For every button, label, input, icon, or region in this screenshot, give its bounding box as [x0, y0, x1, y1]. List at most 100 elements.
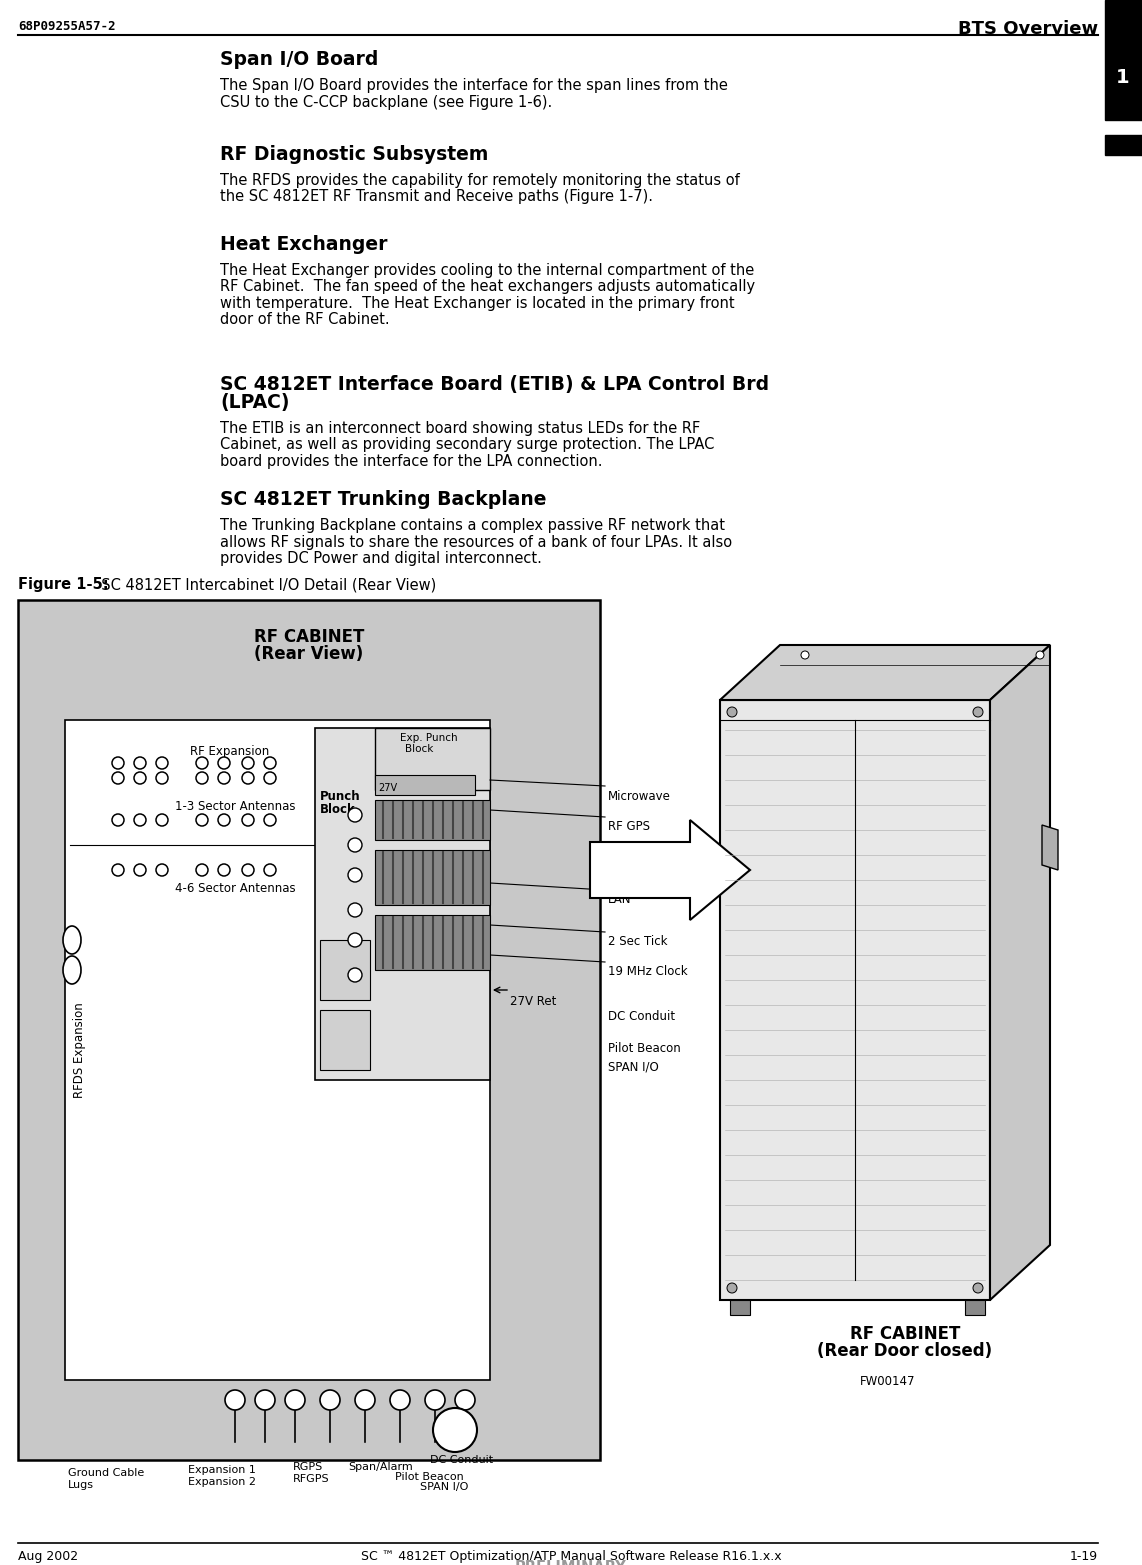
Text: Lugs: Lugs [69, 1480, 94, 1490]
Circle shape [242, 757, 254, 768]
Polygon shape [1042, 825, 1057, 870]
Bar [320, 941, 370, 1000]
Bar [730, 1301, 750, 1315]
Circle shape [196, 814, 208, 826]
Text: SPAN I/O: SPAN I/O [608, 1060, 659, 1074]
Circle shape [973, 707, 983, 717]
Text: 4-6 Sector Antennas: 4-6 Sector Antennas [175, 883, 296, 895]
Circle shape [134, 772, 146, 784]
Text: (Rear Door closed): (Rear Door closed) [818, 1343, 992, 1360]
Circle shape [112, 772, 124, 784]
Text: RF CABINET: RF CABINET [254, 628, 364, 646]
Text: Expansion 2: Expansion 2 [188, 1477, 256, 1487]
Text: Span/Alarm: Span/Alarm [348, 1462, 412, 1473]
Circle shape [196, 864, 208, 876]
Text: The Span I/O Board provides the interface for the span lines from the: The Span I/O Board provides the interfac… [220, 78, 727, 92]
Text: BTS Overview: BTS Overview [958, 20, 1097, 38]
Text: Block: Block [320, 803, 356, 815]
Text: The RFDS provides the capability for remotely monitoring the status of: The RFDS provides the capability for rem… [220, 174, 740, 188]
Circle shape [156, 814, 168, 826]
Text: 1: 1 [1116, 67, 1129, 88]
Text: board provides the interface for the LPA connection.: board provides the interface for the LPA… [220, 454, 603, 470]
Circle shape [425, 1390, 445, 1410]
Text: DC Conduit: DC Conduit [431, 1455, 493, 1465]
Text: DC Conduit: DC Conduit [608, 1009, 675, 1024]
Bar [65, 720, 490, 1380]
Text: RF CABINET: RF CABINET [850, 1326, 960, 1343]
Text: Microwave: Microwave [608, 790, 670, 803]
Text: (Rear View): (Rear View) [255, 645, 363, 664]
Circle shape [320, 1390, 340, 1410]
Circle shape [242, 864, 254, 876]
Text: RF Expansion: RF Expansion [190, 745, 270, 757]
Circle shape [225, 1390, 246, 1410]
Circle shape [264, 864, 276, 876]
Circle shape [112, 757, 124, 768]
Text: 2 Sec Tick: 2 Sec Tick [608, 934, 668, 948]
Text: LAN: LAN [608, 894, 632, 906]
Text: Heat Exchanger: Heat Exchanger [220, 235, 387, 254]
Text: 27V: 27V [378, 782, 397, 793]
Text: FW00147: FW00147 [860, 1376, 916, 1388]
Circle shape [348, 837, 362, 851]
Text: The ETIB is an interconnect board showing status LEDs for the RF: The ETIB is an interconnect board showin… [220, 421, 700, 437]
Text: SC 4812ET Interface Board (ETIB) & LPA Control Brd: SC 4812ET Interface Board (ETIB) & LPA C… [220, 376, 769, 394]
Circle shape [348, 969, 362, 981]
Circle shape [348, 933, 362, 947]
Circle shape [433, 1408, 477, 1452]
Text: Pilot Beacon: Pilot Beacon [395, 1473, 464, 1482]
Circle shape [348, 869, 362, 883]
Text: SC ™ 4812ET Optimization/ATP Manual Software Release R16.1.x.x: SC ™ 4812ET Optimization/ATP Manual Soft… [361, 1549, 781, 1563]
Circle shape [218, 864, 230, 876]
Circle shape [112, 864, 124, 876]
Circle shape [242, 772, 254, 784]
Circle shape [218, 772, 230, 784]
Text: provides DC Power and digital interconnect.: provides DC Power and digital interconne… [220, 551, 541, 567]
Circle shape [134, 814, 146, 826]
Circle shape [134, 757, 146, 768]
Polygon shape [719, 645, 1049, 700]
Circle shape [286, 1390, 305, 1410]
Text: (LPAC): (LPAC) [220, 393, 290, 412]
Text: 68P09255A57-2: 68P09255A57-2 [18, 20, 115, 33]
Text: RF Diagnostic Subsystem: RF Diagnostic Subsystem [220, 146, 489, 164]
Text: Span I/O Board: Span I/O Board [220, 50, 378, 69]
Circle shape [801, 651, 809, 659]
Circle shape [973, 1283, 983, 1293]
Circle shape [218, 757, 230, 768]
Text: CSU to the C-CCP backplane (see Figure 1-6).: CSU to the C-CCP backplane (see Figure 1… [220, 94, 553, 110]
Text: Exp. Punch: Exp. Punch [400, 732, 458, 743]
Circle shape [242, 814, 254, 826]
Circle shape [264, 772, 276, 784]
Text: The Heat Exchanger provides cooling to the internal compartment of the: The Heat Exchanger provides cooling to t… [220, 263, 754, 279]
Circle shape [264, 757, 276, 768]
Text: RFDS Expansion: RFDS Expansion [73, 1002, 87, 1099]
Text: Expansion 1: Expansion 1 [188, 1465, 256, 1474]
Circle shape [1036, 651, 1044, 659]
Circle shape [218, 814, 230, 826]
Circle shape [391, 1390, 410, 1410]
Polygon shape [590, 820, 750, 920]
Text: Cabinet, as well as providing secondary surge protection. The LPAC: Cabinet, as well as providing secondary … [220, 438, 715, 452]
Circle shape [455, 1390, 475, 1410]
Circle shape [727, 1283, 737, 1293]
Text: The Trunking Backplane contains a complex passive RF network that: The Trunking Backplane contains a comple… [220, 518, 725, 534]
Bar [375, 775, 475, 795]
Circle shape [156, 757, 168, 768]
Circle shape [156, 772, 168, 784]
Text: RFGPS: RFGPS [293, 1474, 330, 1484]
Bar [1105, 0, 1142, 121]
Text: door of the RF Cabinet.: door of the RF Cabinet. [220, 313, 389, 327]
Circle shape [156, 864, 168, 876]
Text: 27V Ret: 27V Ret [510, 995, 556, 1008]
Circle shape [255, 1390, 275, 1410]
Bar [719, 700, 990, 1301]
Ellipse shape [63, 926, 81, 955]
Text: 1-3 Sector Antennas: 1-3 Sector Antennas [175, 800, 296, 812]
Text: Punch: Punch [320, 790, 361, 803]
Text: RF GPS: RF GPS [608, 820, 650, 833]
Polygon shape [990, 645, 1049, 1301]
Bar [965, 1301, 986, 1315]
Circle shape [134, 864, 146, 876]
Bar [375, 850, 490, 905]
